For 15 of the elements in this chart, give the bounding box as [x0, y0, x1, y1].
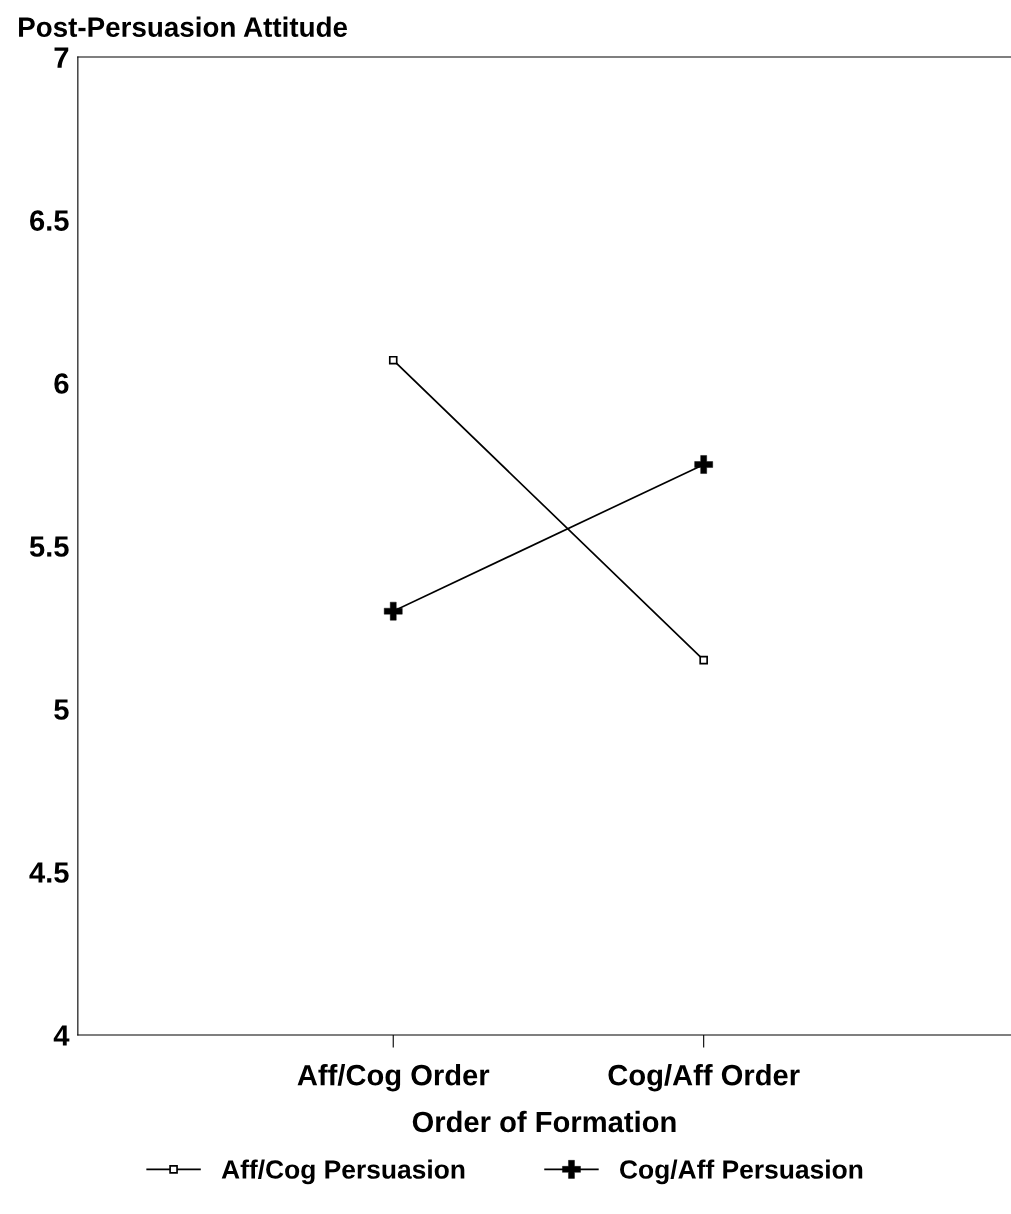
y-tick-label: 6	[54, 373, 69, 394]
legend-label: Cog/Aff Persuasion	[620, 1159, 863, 1185]
x-tick-label: Cog/Aff Order	[608, 1064, 800, 1092]
x-tick-label: Aff/Cog Order	[297, 1064, 490, 1092]
x-axis-title: Order of Formation	[412, 1110, 676, 1133]
y-tick-label: 7	[54, 47, 69, 68]
y-tick-label: 5	[54, 699, 69, 720]
y-tick-label: 4	[53, 1025, 70, 1046]
point	[388, 355, 398, 365]
y-tick-label: 4.5	[29, 862, 69, 883]
y-tick-label: 6.5	[30, 210, 69, 231]
y-tick-label: 5.5	[29, 536, 69, 557]
y-axis-title: Post-Persuasion Attitude	[19, 16, 348, 37]
legend-label: Aff/Cog Persuasion	[221, 1159, 465, 1185]
point	[699, 655, 708, 665]
